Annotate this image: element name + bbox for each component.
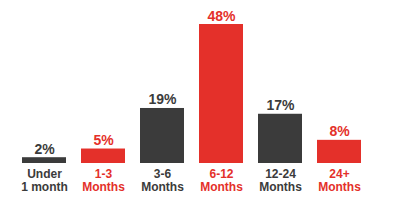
svg-text:5%: 5% [93, 132, 114, 148]
svg-text:19%: 19% [148, 91, 177, 107]
svg-text:3-6Months: 3-6Months [141, 167, 184, 194]
svg-text:12-24Months: 12-24Months [259, 167, 302, 194]
svg-text:17%: 17% [266, 97, 295, 113]
svg-text:48%: 48% [207, 8, 236, 24]
svg-text:Under1 month: Under1 month [21, 167, 68, 194]
svg-text:6-12Months: 6-12Months [200, 167, 243, 194]
svg-text:2%: 2% [34, 141, 55, 157]
svg-text:1-3Months: 1-3Months [82, 167, 125, 194]
svg-text:8%: 8% [329, 123, 350, 139]
svg-text:24+Months: 24+Months [318, 167, 361, 194]
